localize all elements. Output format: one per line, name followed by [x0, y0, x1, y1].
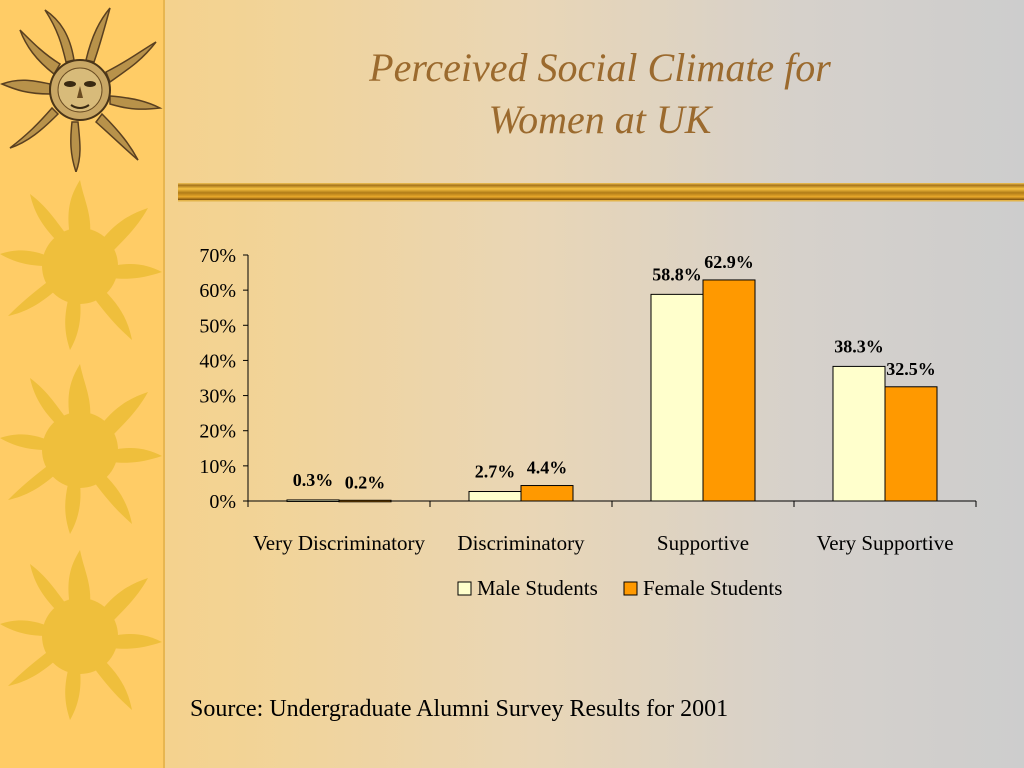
y-tick-label: 10%	[199, 456, 236, 478]
y-tick-label: 20%	[199, 421, 236, 443]
y-tick-label: 30%	[199, 386, 236, 408]
sidebar-border	[163, 0, 165, 768]
data-label: 38.3%	[834, 336, 884, 356]
sun-icon	[0, 364, 162, 534]
data-label: 32.5%	[886, 359, 936, 379]
y-tick-label: 70%	[199, 245, 236, 267]
legend-swatch	[623, 581, 638, 596]
legend-label: Male Students	[477, 576, 598, 600]
data-label: 2.7%	[475, 462, 516, 482]
y-tick-label: 0%	[209, 491, 236, 513]
title-divider-bar	[178, 183, 1024, 202]
title-line-1: Perceived Social Climate for	[369, 45, 831, 90]
sun-icon	[0, 550, 162, 720]
y-tick-label: 60%	[199, 280, 236, 302]
y-tick-label: 50%	[199, 315, 236, 337]
x-category-label: Very Supportive	[816, 531, 953, 555]
data-label: 0.3%	[293, 470, 334, 490]
data-label: 62.9%	[704, 252, 754, 272]
data-label: 4.4%	[527, 458, 568, 478]
x-category-label: Supportive	[657, 531, 749, 555]
bar-female	[338, 499, 392, 503]
sun-icon	[0, 180, 162, 350]
data-label: 58.8%	[652, 264, 702, 284]
title-line-2: Women at UK	[488, 97, 712, 142]
legend-label: Female Students	[643, 576, 782, 600]
sun-face-icon	[0, 7, 163, 172]
legend-swatch	[457, 581, 472, 596]
y-tick-label: 40%	[199, 350, 236, 372]
source-note: Source: Undergraduate Alumni Survey Resu…	[190, 696, 729, 722]
bar-female	[702, 279, 756, 502]
slide-title: Perceived Social Climate for Women at UK	[250, 42, 950, 146]
bar-male	[650, 293, 704, 502]
bar-female	[520, 485, 574, 502]
x-category-label: Discriminatory	[457, 531, 585, 555]
x-category-label: Very Discriminatory	[253, 531, 426, 555]
bar-male	[832, 365, 886, 502]
bar-male	[286, 499, 340, 502]
bar-female	[884, 386, 938, 502]
bar-male	[468, 491, 522, 502]
data-label: 0.2%	[345, 472, 386, 492]
